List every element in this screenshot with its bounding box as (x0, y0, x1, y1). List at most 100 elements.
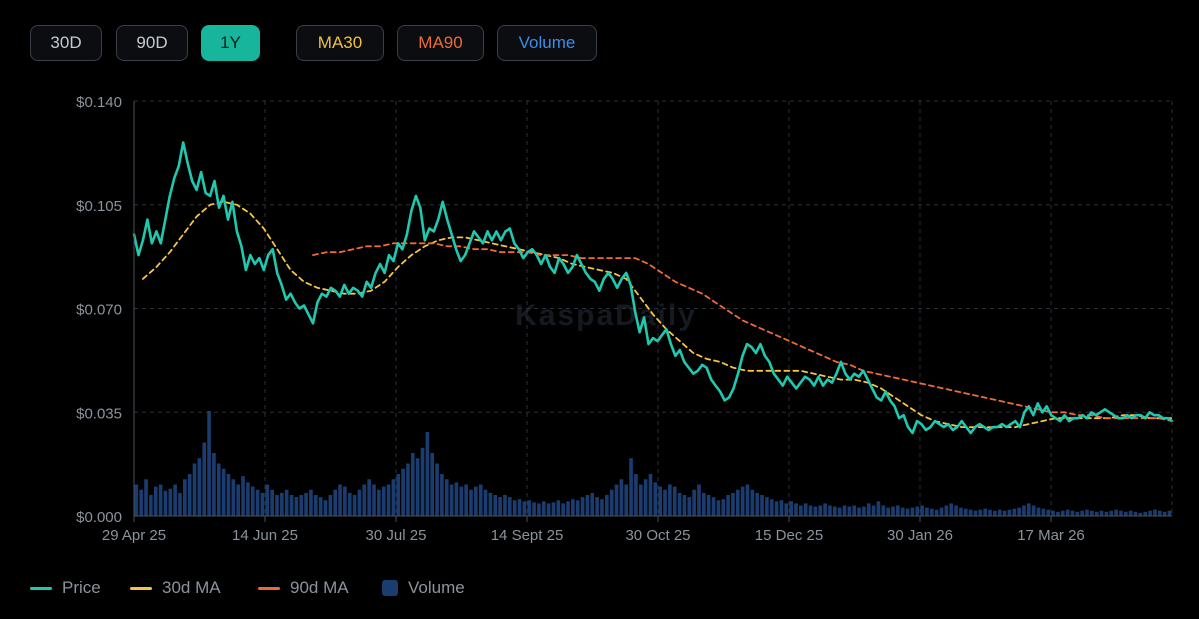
volume-bar (1138, 512, 1143, 516)
toggle-label: MA30 (317, 33, 363, 52)
volume-bar (1060, 510, 1065, 516)
volume-bar (512, 500, 517, 516)
x-tick-label: 14 Jun 25 (232, 527, 298, 544)
volume-bar (507, 497, 512, 516)
volume-bar (944, 505, 949, 516)
x-tick-label: 14 Sept 25 (491, 527, 564, 544)
legend-label: Volume (408, 578, 465, 597)
volume-bar (216, 463, 221, 516)
volume-bar (585, 495, 590, 516)
range-button-label: 90D (136, 33, 168, 52)
volume-bar (852, 505, 857, 516)
volume-bar (1167, 510, 1172, 516)
volume-bar (275, 495, 279, 516)
volume-bar (1109, 510, 1114, 516)
volume-bar (352, 495, 357, 516)
volume-bar (929, 508, 934, 516)
volume-bar (706, 495, 711, 516)
legend-item-ma90[interactable]: 90d MA (258, 578, 349, 598)
toggle-ma90-button[interactable]: MA90 (397, 25, 484, 61)
volume-bar (915, 506, 920, 516)
price-chart[interactable]: KaspaDaily $0.000 $0.035 $0.070 $0.105 $0.14… (0, 0, 1199, 560)
volume-bar (624, 484, 629, 516)
volume-bar (629, 458, 633, 516)
volume-bar (638, 484, 643, 516)
volume-bar (896, 505, 900, 516)
toggle-ma30-button[interactable]: MA30 (296, 25, 384, 61)
volume-bar (619, 479, 624, 516)
volume-bar (750, 489, 755, 516)
toggle-volume-button[interactable]: Volume (497, 25, 597, 61)
volume-bar (139, 489, 144, 516)
volume-bar (226, 474, 231, 516)
volume-bar (406, 463, 410, 516)
volume-bar (740, 486, 745, 516)
volume-bar (464, 484, 468, 516)
volume-bar (207, 411, 211, 516)
volume-bar (1094, 511, 1099, 516)
volume-bar (309, 489, 313, 516)
volume-bar (842, 505, 847, 516)
volume-bar (134, 484, 139, 516)
range-button-label: 1Y (220, 33, 241, 52)
volume-bar (415, 458, 420, 516)
volume-bar (604, 495, 609, 516)
y-tick-label: $0.070 (76, 302, 122, 319)
volume-bar (886, 507, 890, 516)
volume-bar (784, 503, 789, 516)
volume-bar (410, 453, 415, 516)
volume-bar (682, 495, 687, 516)
series-line-price (132, 141, 1174, 435)
volume-bar (634, 474, 638, 516)
range-button-90d[interactable]: 90D (116, 25, 188, 61)
legend-item-volume[interactable]: Volume (382, 578, 465, 598)
volume-bar (304, 492, 308, 516)
volume-bar (871, 505, 876, 516)
volume-bar (711, 497, 716, 516)
volume-bar (920, 505, 924, 516)
volume-bar (357, 489, 362, 516)
x-tick-label: 30 Jan 26 (887, 527, 953, 544)
volume-bar (444, 479, 449, 516)
volume-bar (192, 463, 197, 516)
volume-bar (1153, 509, 1157, 516)
y-tick-label: $0.035 (76, 405, 122, 422)
legend-swatch (382, 580, 398, 596)
volume-bar (677, 492, 682, 516)
volume-bar (498, 497, 502, 516)
volume-bar (474, 486, 478, 516)
volume-bar (1070, 510, 1075, 516)
volume-bar (478, 484, 483, 516)
volume-bar (367, 479, 371, 516)
volume-bar (1133, 511, 1138, 516)
volume-bar (488, 492, 493, 516)
volume-bar (973, 510, 978, 516)
volume-bar (299, 495, 304, 516)
volume-bar (333, 489, 338, 516)
volume-bar (386, 484, 391, 516)
volume-bar (687, 497, 692, 516)
volume-bar (1017, 507, 1021, 516)
range-button-30d[interactable]: 30D (30, 25, 102, 61)
volume-bar (221, 468, 226, 516)
range-button-1y[interactable]: 1Y (201, 25, 260, 61)
volume-bar (823, 503, 827, 516)
volume-bar (561, 503, 565, 516)
x-tick-label: 30 Jul 25 (366, 527, 427, 544)
legend-item-price[interactable]: Price (30, 578, 101, 598)
volume-bar (323, 500, 328, 516)
volume-bar (1056, 511, 1060, 516)
volume-bar (1123, 511, 1128, 516)
volume-bar (1119, 510, 1123, 516)
volume-bar (769, 499, 774, 516)
volume-bar (1031, 505, 1036, 516)
volume-bar (789, 501, 793, 516)
volume-bar (158, 484, 163, 516)
legend-item-ma30[interactable]: 30d MA (130, 578, 221, 598)
legend-swatch (130, 586, 152, 590)
volume-bar (328, 495, 333, 516)
volume-bar (799, 505, 803, 516)
volume-bar (983, 508, 987, 516)
volume-bar (745, 484, 750, 516)
series-lines (132, 141, 1174, 435)
